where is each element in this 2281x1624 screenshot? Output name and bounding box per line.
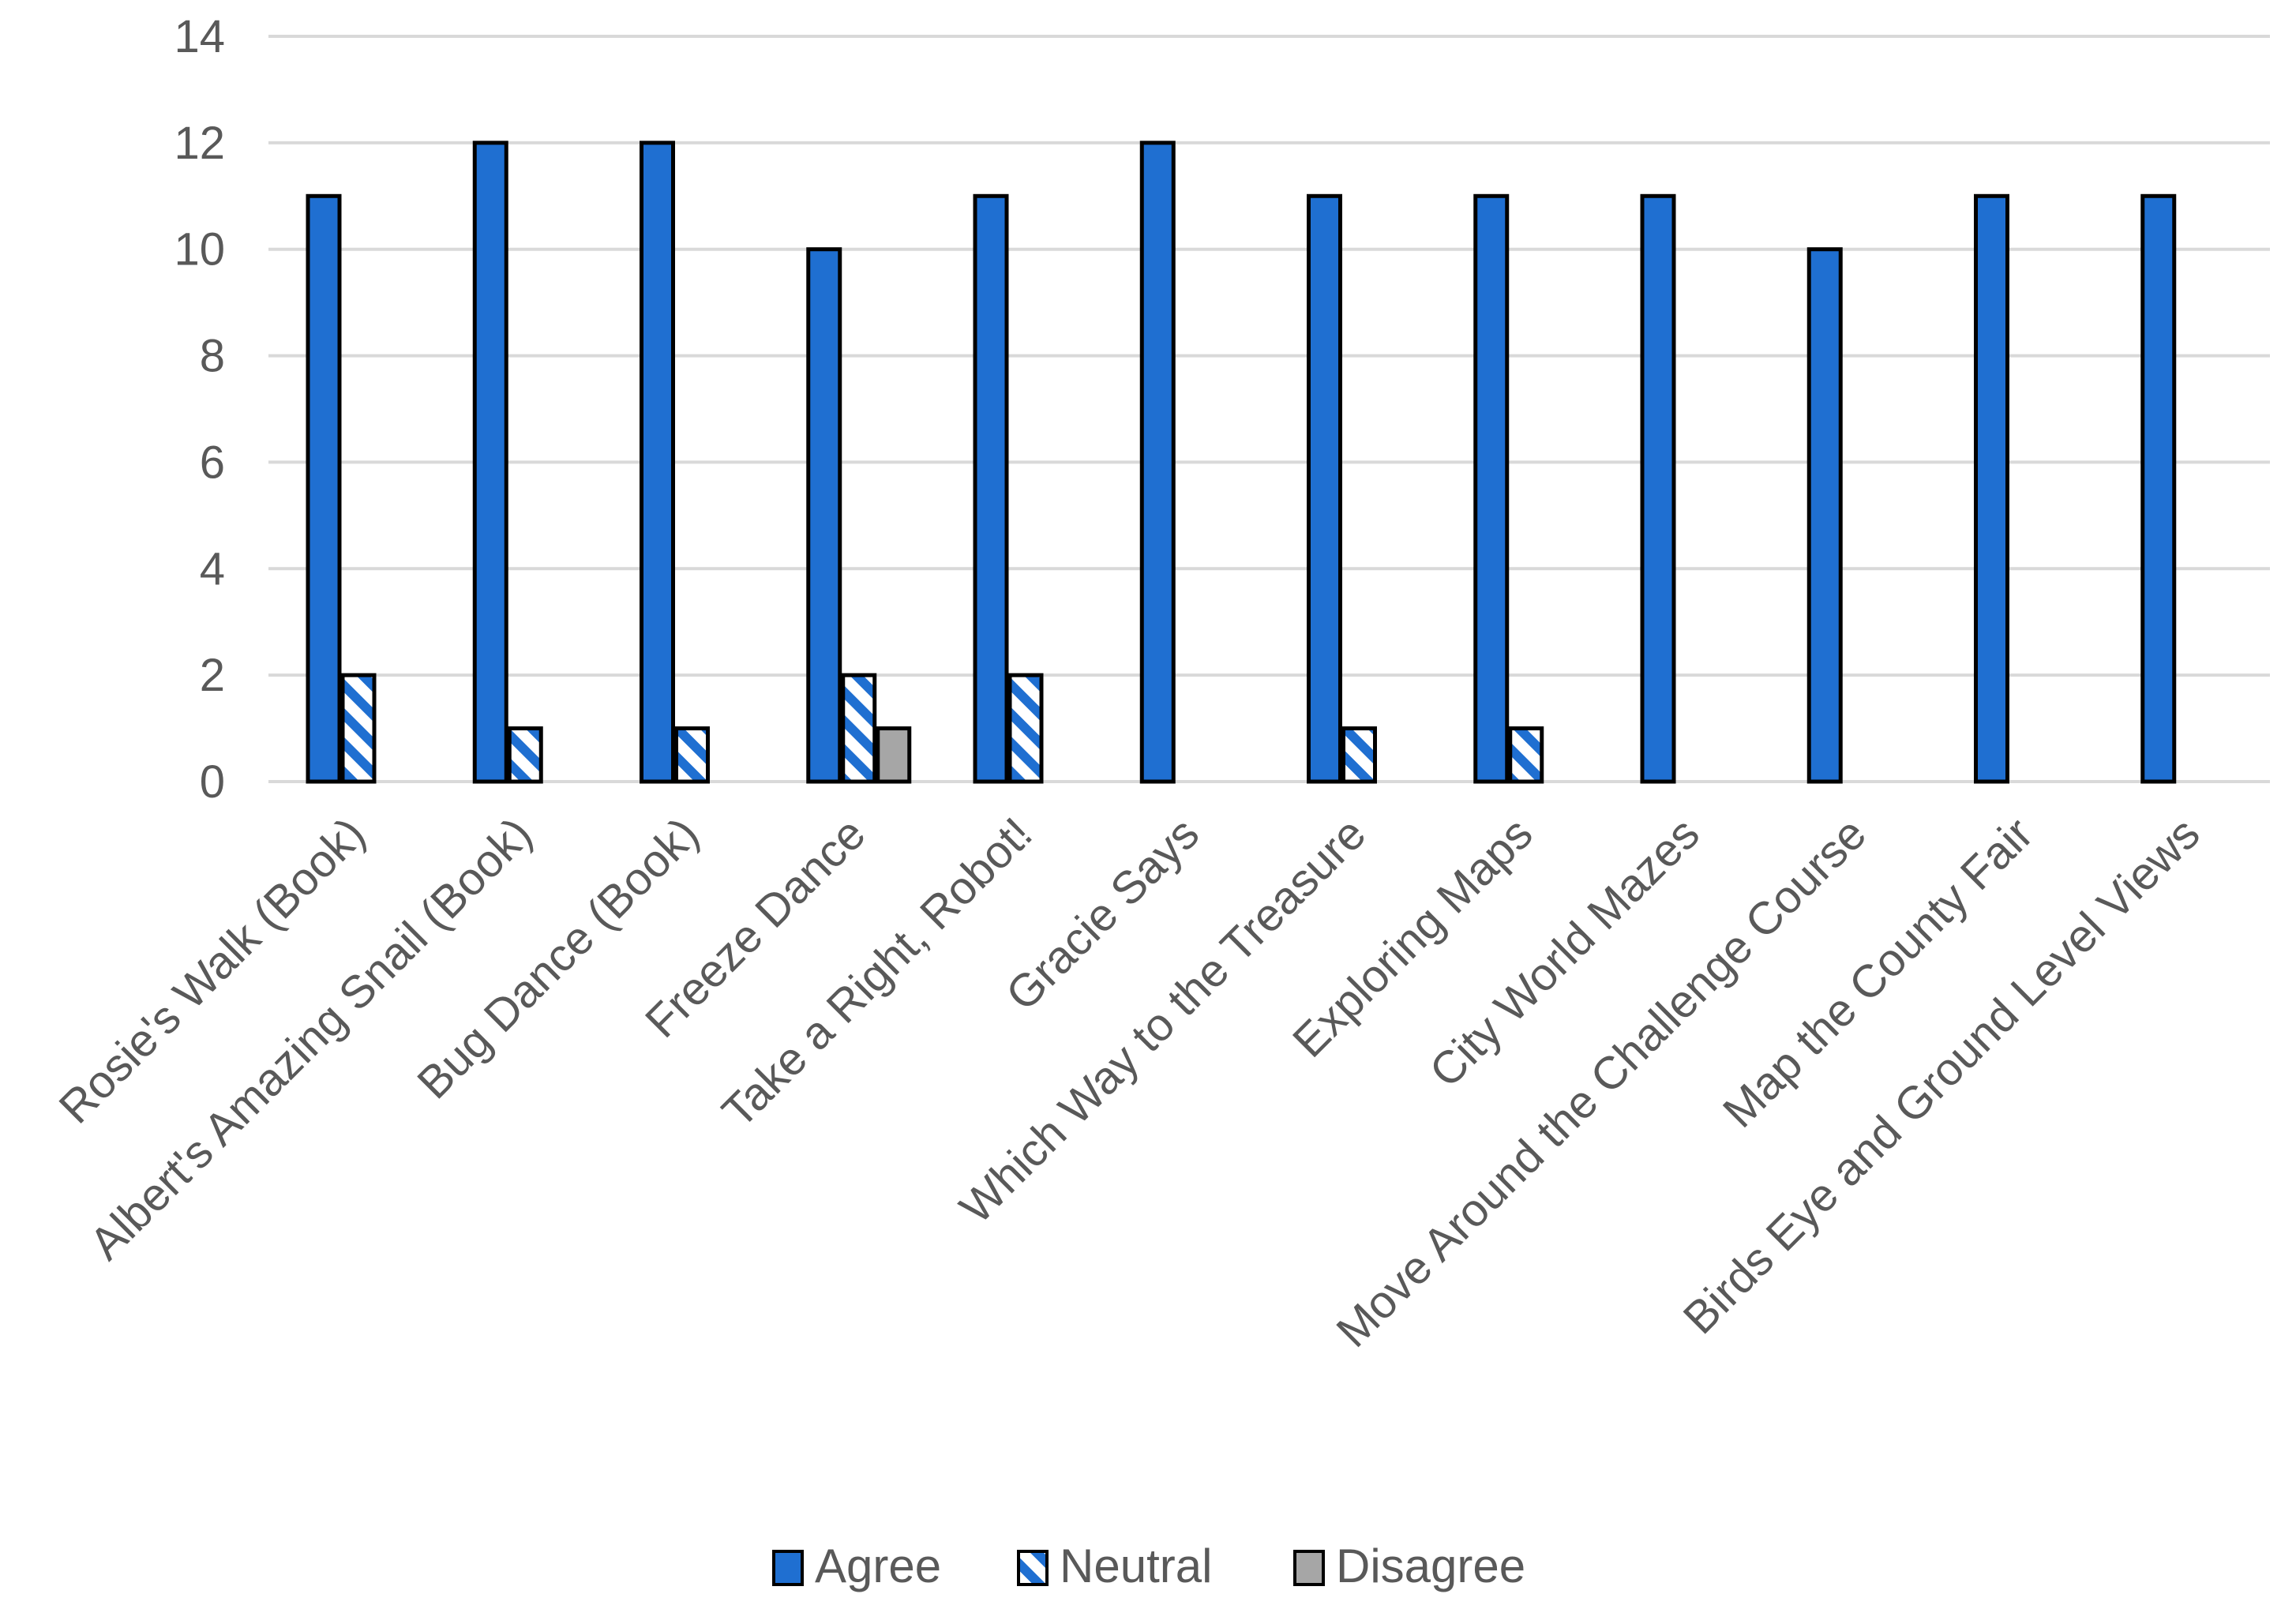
bar-agree-1 [472,141,508,784]
bar-neutral-6 [1341,726,1377,784]
bar-agree-11 [2140,193,2177,784]
x-category-label: Rosie's Walk (Book) [49,808,374,1133]
bar-agree-2 [640,141,675,784]
bar-neutral-0 [340,673,377,784]
y-tick-label: 2 [200,650,225,701]
bars [306,141,2177,784]
bar-agree-8 [1640,193,1676,784]
bar-agree-3 [806,247,842,784]
bar-disagree-3 [876,726,912,784]
bar-agree-9 [1806,247,1843,784]
bar-neutral-4 [1007,673,1044,784]
y-tick-label: 14 [174,11,225,62]
bar-neutral-3 [841,673,877,784]
bar-neutral-2 [674,726,710,784]
bar-agree-6 [1307,193,1342,784]
legend-swatch-disagree [1293,1550,1325,1586]
bar-agree-4 [973,193,1009,784]
bar-agree-7 [1473,193,1510,784]
legend: Agree Neutral Disagree [772,1540,1525,1592]
legend-label-disagree: Disagree [1336,1540,1525,1592]
bar-agree-5 [1139,141,1176,784]
y-tick-label: 8 [200,331,225,382]
legend-label-agree: Agree [815,1540,941,1592]
x-category-label: Bug Dance (Book) [407,808,708,1108]
legend-swatch-agree [772,1550,804,1586]
legend-label-neutral: Neutral [1060,1540,1212,1592]
y-tick-label: 12 [174,118,225,169]
x-category-label: Map the County Fair [1713,808,2043,1138]
gridlines [268,35,2270,783]
bar-neutral-1 [507,726,543,784]
x-category-label: Take a Right, Robot! [712,808,1042,1138]
y-axis-tick-labels: 0 2 4 6 8 10 12 14 [174,11,225,808]
y-tick-label: 4 [200,543,225,594]
y-tick-label: 6 [200,437,225,488]
bar-agree-0 [306,193,342,784]
y-tick-label: 0 [200,756,225,808]
y-tick-label: 10 [174,224,225,276]
bar-neutral-7 [1508,726,1544,784]
legend-swatch-neutral [1017,1550,1049,1586]
bar-agree-10 [1974,193,2009,784]
x-axis-category-labels: Rosie's Walk (Book)Albert's Amazing Snai… [49,808,2209,1357]
